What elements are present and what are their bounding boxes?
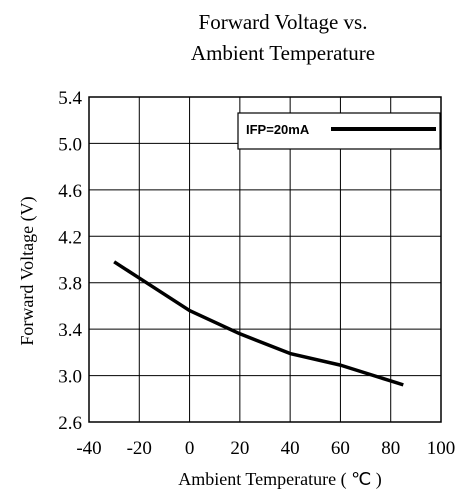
y-axis-ticks: 2.6 3.0 3.4 3.8 4.2 4.6 5.0 5.4: [58, 88, 82, 434]
x-tick-label: 100: [427, 438, 456, 459]
y-axis-label: Forward Voltage (V): [17, 196, 38, 345]
y-tick-label: 4.6: [58, 181, 82, 202]
legend: IFP=20mA: [237, 112, 441, 150]
x-tick-label: 20: [230, 438, 249, 459]
chart-title-line-1: Forward Voltage vs.: [199, 10, 368, 34]
x-tick-label: 0: [185, 438, 195, 459]
chart-title-line-2: Ambient Temperature: [191, 41, 375, 65]
y-tick-label: 3.0: [58, 367, 82, 388]
y-tick-label: 5.0: [58, 134, 82, 155]
x-tick-label: 80: [381, 438, 400, 459]
y-tick-label: 2.6: [58, 413, 82, 434]
x-tick-label: 60: [331, 438, 350, 459]
legend-entry-label: IFP=20mA: [246, 122, 310, 137]
x-axis-ticks: -40 -20 0 20 40 60 80 100: [76, 438, 455, 459]
x-axis-label: Ambient Temperature ( ℃ ): [178, 469, 382, 490]
plot-area-frame: [88, 96, 442, 423]
x-tick-label: -40: [76, 438, 101, 459]
x-tick-label: -20: [127, 438, 152, 459]
y-tick-label: 3.4: [58, 320, 82, 341]
series-layer: [113, 260, 404, 387]
y-tick-label: 3.8: [58, 274, 82, 295]
y-tick-label: 5.4: [58, 88, 82, 109]
y-tick-label: 4.2: [58, 227, 82, 248]
series-line: [113, 260, 404, 387]
grid-lines: [88, 96, 442, 423]
x-tick-label: 40: [281, 438, 300, 459]
